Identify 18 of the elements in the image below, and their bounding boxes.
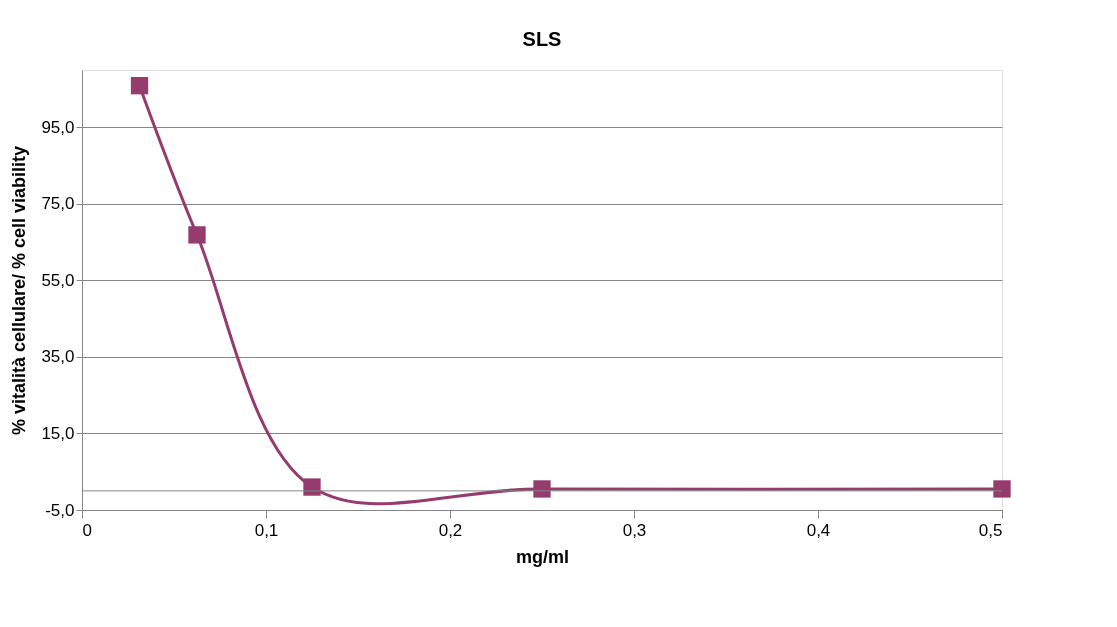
x-tick-label: 0,3	[622, 520, 647, 540]
point	[993, 480, 1011, 498]
y-tick-label: 55,0	[41, 270, 75, 290]
x-tick-label: 0,2	[438, 520, 463, 540]
chart-title: SLS	[522, 28, 562, 50]
y-tick-label: 35,0	[41, 347, 75, 367]
y-tick-label: 95,0	[41, 117, 75, 137]
point	[188, 226, 206, 244]
x-axis-title: mg/ml	[515, 546, 570, 567]
y-tick-label: -5,0	[45, 500, 75, 520]
y-tick-label: 15,0	[41, 423, 75, 443]
point	[130, 77, 149, 95]
y-axis-title: % vitalità cellulare/ % cell viability	[9, 145, 30, 436]
y-tick-label: 75,0	[41, 194, 75, 214]
x-tick-label: 0,5	[978, 520, 1003, 540]
x-tick-label: 0,1	[254, 520, 279, 540]
x-tick-label: 0,4	[806, 520, 831, 540]
x-tick-label: 0	[82, 520, 92, 540]
